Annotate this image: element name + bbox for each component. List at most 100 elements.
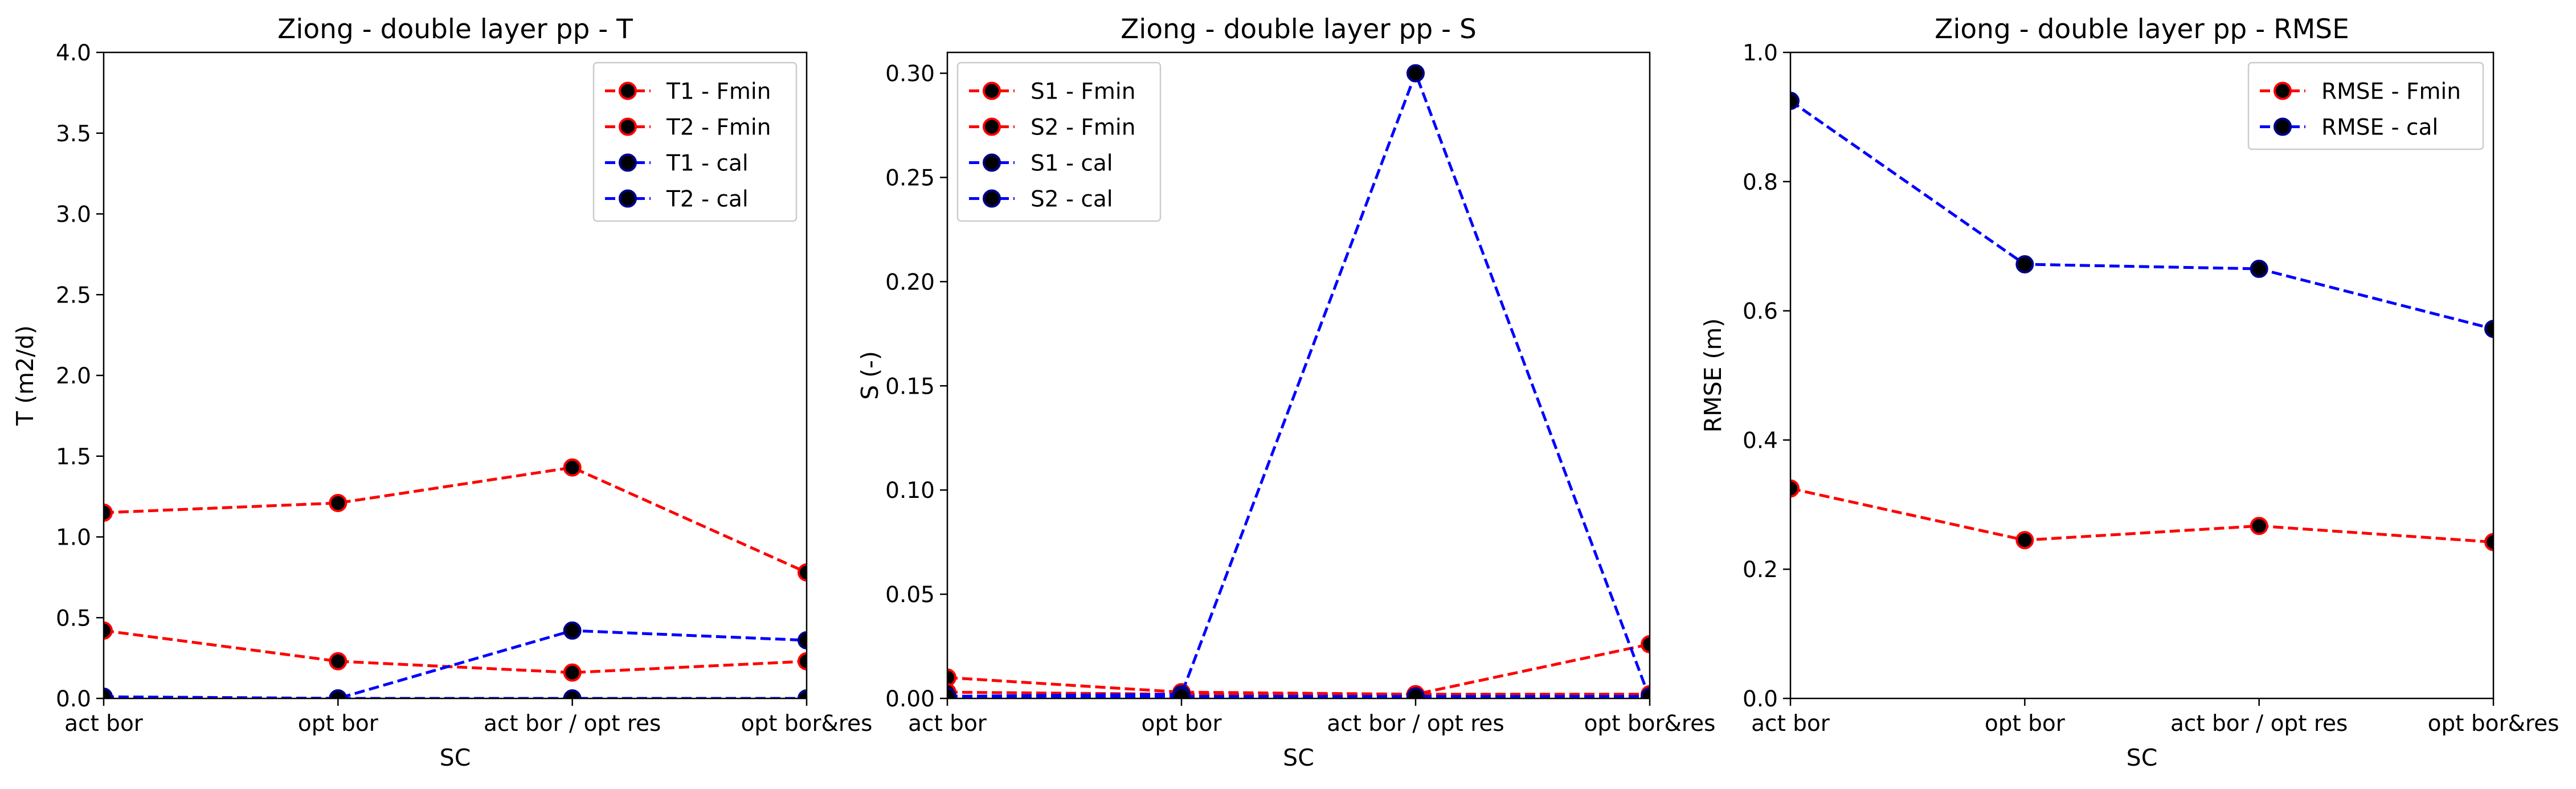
legend-label: T2 - cal xyxy=(666,187,749,212)
legend-marker xyxy=(2274,117,2292,136)
legend-frame xyxy=(592,62,798,222)
y-tick-label: 0.5 xyxy=(56,606,91,631)
y-axis-label: RMSE (m) xyxy=(1699,318,1727,433)
data-point xyxy=(1406,64,1425,83)
data-point xyxy=(798,563,807,582)
axes-frame xyxy=(103,51,808,700)
legend-label: S1 - Fmin xyxy=(1031,79,1135,105)
legend-marker xyxy=(983,153,1001,172)
legend-label: S2 - Fmin xyxy=(1031,115,1135,141)
legend: RMSE - Fmin RMSE - cal xyxy=(2247,62,2484,150)
data-point xyxy=(2250,517,2268,535)
y-tick-label: 2.0 xyxy=(56,363,91,389)
legend-label: RMSE - Fmin xyxy=(2321,79,2461,105)
data-point xyxy=(563,689,582,698)
data-point xyxy=(1790,92,1800,111)
x-axis-label: SC xyxy=(1283,744,1314,771)
data-point xyxy=(798,652,807,671)
legend-marker xyxy=(619,81,637,100)
series-line xyxy=(104,466,807,574)
data-point xyxy=(329,652,347,671)
data-point xyxy=(1172,687,1191,698)
data-point xyxy=(1406,687,1425,698)
legend-marker xyxy=(983,81,1001,100)
series-line xyxy=(947,690,1650,696)
data-point xyxy=(947,687,956,698)
legend-label: T1 - Fmin xyxy=(666,79,771,105)
y-tick-label: 2.5 xyxy=(56,283,91,308)
series-line xyxy=(104,629,807,698)
x-axis-label: SC xyxy=(440,744,471,771)
y-tick-label: 0.6 xyxy=(1743,299,1778,325)
x-tick-label: act bor xyxy=(1751,711,1830,737)
legend-marker xyxy=(619,189,637,208)
data-point xyxy=(798,631,807,649)
y-tick-label: 0.00 xyxy=(885,686,935,712)
legend-frame xyxy=(2247,62,2484,150)
data-point xyxy=(1790,479,1800,498)
chart-panel-3: Ziong - double layer pp - RMSE 0.0 0.2 0.4 0… xyxy=(1699,14,2559,771)
chart-panel-2: Ziong - double layer pp - S 0.00 0.05 0.10 0… xyxy=(856,14,1715,771)
data-point xyxy=(329,689,347,698)
legend-marker xyxy=(619,153,637,172)
y-tick-label: 0.05 xyxy=(885,582,935,608)
y-tick-label: 0.30 xyxy=(885,62,935,87)
data-point xyxy=(1641,635,1650,653)
x-tick-label: act bor / opt res xyxy=(2170,711,2348,737)
plot-area xyxy=(104,458,807,698)
legend-label: S2 - cal xyxy=(1031,187,1113,212)
y-tick-label: 0.10 xyxy=(885,478,935,504)
legend: S1 - Fmin S2 - Fmin S1 - cal S2 - cal xyxy=(956,62,1162,222)
x-tick-label: opt bor xyxy=(1142,711,1222,737)
series-line xyxy=(1790,99,2493,330)
legend-marker xyxy=(983,117,1001,136)
legend: T1 - Fmin T2 - Fmin T1 - cal T2 - cal xyxy=(592,62,798,222)
y-tick-label: 0.15 xyxy=(885,374,935,399)
x-tick-label: act bor / opt res xyxy=(1327,711,1504,737)
y-tick-label: 0.0 xyxy=(56,686,91,712)
y-tick-label: 1.0 xyxy=(1743,40,1778,66)
x-tick-label: opt bor&res xyxy=(1584,711,1716,737)
y-axis-label: S (-) xyxy=(856,351,884,400)
y-axis-label: T (m2/d) xyxy=(11,325,39,426)
axes-frame xyxy=(946,51,1651,700)
y-tick-label: 0.2 xyxy=(1743,557,1778,583)
x-tick-label: act bor xyxy=(64,711,144,737)
y-tick-label: 1.5 xyxy=(56,444,91,470)
legend-label: RMSE - cal xyxy=(2321,115,2438,141)
data-point xyxy=(104,503,113,522)
legend-label: T1 - cal xyxy=(666,151,749,177)
legend-frame xyxy=(956,62,1162,222)
x-tick-label: opt bor&res xyxy=(2428,711,2559,737)
axes-frame xyxy=(1789,51,2495,700)
series-line xyxy=(1790,487,2493,544)
x-tick-label: opt bor xyxy=(1985,711,2066,737)
chart-title: Ziong - double layer pp - T xyxy=(277,14,633,45)
x-tick-label: act bor / opt res xyxy=(484,711,661,737)
legend-marker xyxy=(2274,81,2292,100)
y-tick-label: 3.0 xyxy=(56,202,91,228)
legend-marker xyxy=(983,189,1001,208)
plot-area xyxy=(947,64,1650,698)
data-point xyxy=(947,668,956,687)
x-tick-label: opt bor&res xyxy=(741,711,873,737)
data-point xyxy=(563,621,582,640)
x-tick-label: opt bor xyxy=(298,711,379,737)
legend-label: S1 - cal xyxy=(1031,151,1113,177)
y-tick-label: 0.4 xyxy=(1743,428,1778,453)
data-point xyxy=(798,689,807,698)
plot-area xyxy=(1790,92,2493,551)
chart-panel-1: Ziong - double layer pp - T 0.0 0.5 1.0 1.5 2… xyxy=(11,14,872,771)
data-point xyxy=(104,688,113,698)
x-tick-label: act bor xyxy=(908,711,987,737)
data-point xyxy=(2015,531,2034,550)
series-line xyxy=(947,69,1650,698)
legend-marker xyxy=(619,117,637,136)
y-tick-label: 4.0 xyxy=(56,40,91,66)
data-point xyxy=(329,493,347,512)
y-tick-label: 0.0 xyxy=(1743,686,1778,712)
y-tick-label: 0.8 xyxy=(1743,170,1778,195)
data-point xyxy=(2484,320,2493,338)
y-tick-label: 0.25 xyxy=(885,165,935,191)
